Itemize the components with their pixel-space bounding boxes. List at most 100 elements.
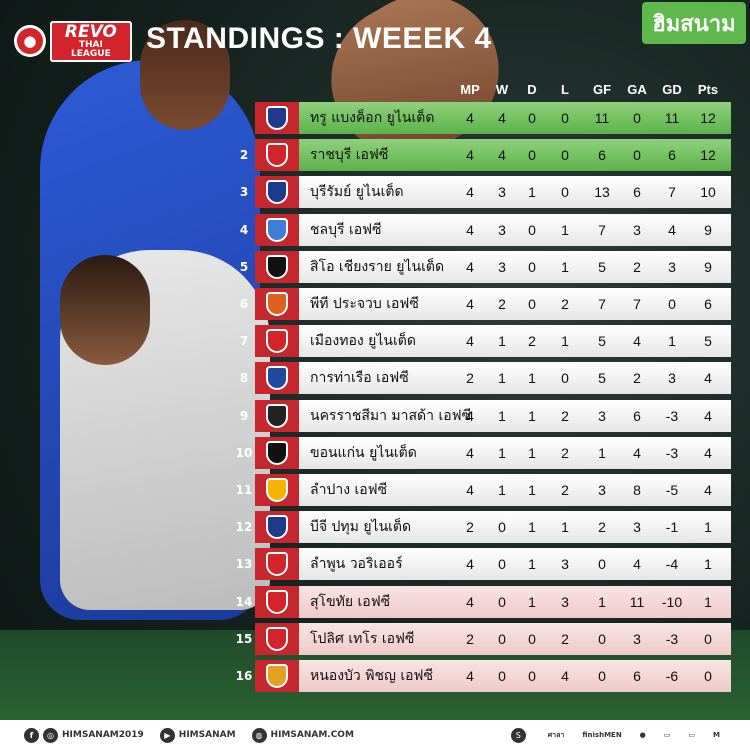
cell-pts: 5 [704,333,712,350]
column-header-gd: GD [662,82,682,97]
row-rank: 10 [235,445,253,460]
row-rank [236,101,252,135]
team-crest-icon [266,106,288,130]
row-bar [299,176,731,209]
cell-pts: 12 [700,147,716,164]
row-rank: 6 [239,297,249,311]
globe-icon: ◍ [251,727,267,743]
cell-ga: 4 [633,333,641,350]
team-name: สุโขทัย เอฟซี [310,593,391,610]
sponsor-1: ศาลา [547,730,565,739]
row-bar [299,139,731,172]
cell-gd: 6 [668,147,676,164]
cell-gf: 5 [598,258,606,275]
cell-pts: 4 [704,407,712,424]
logo-brand: REVO [64,21,117,42]
footer-youtube[interactable]: ▶ HIMSANAM [159,727,236,743]
footer-website[interactable]: ◍ HIMSANAM.COM [251,727,354,743]
table-row: 9 นครราชสีมา มาสด้า เอฟซี 4 1 1 2 3 6 -3 4 [236,399,731,433]
cell-pts: 4 [704,444,712,461]
cell-ga: 0 [633,110,641,126]
cell-gf: 0 [598,668,606,684]
table-row: 3 บุรีรัมย์ ยูไนเต็ด 4 3 1 0 13 6 7 10 [236,175,731,209]
row-bar [299,325,731,358]
team-name: หนองบัว พิชญ เอฟซี [310,668,433,684]
cell-pts: 0 [704,668,712,684]
cell-gf: 6 [598,147,606,164]
team-crest-badge [255,139,299,172]
cell-gd: -3 [665,407,679,424]
cell-ga: 6 [633,184,641,201]
cell-w: 0 [498,556,506,573]
facebook-icon: f [24,727,39,743]
team-crest-icon [266,143,288,168]
cell-d: 1 [528,444,536,461]
row-bar [299,660,731,692]
cell-gd: 7 [668,184,676,201]
table-row: 14 สุโขทัย เอฟซี 4 0 1 3 1 11 -10 1 [236,585,731,619]
footer-handle-1: HIMSANAM2019 [62,730,144,740]
cell-w: 1 [498,370,506,387]
sponsor-6-icon: Ⅿ [713,731,720,739]
sponsor-logos: S ศาลา finishMEN ● ▭ ▭ Ⅿ [510,720,720,750]
table-row: 5 สิโอ เชียงราย ยูไนเต็ด 4 3 0 1 5 2 3 9 [236,250,731,284]
team-crest-badge [255,399,299,432]
team-crest-icon [266,217,288,242]
row-rank: 7 [239,334,249,349]
cell-pts: 1 [704,556,712,573]
footer-website-text: HIMSANAM.COM [270,730,354,740]
column-header-gf: GF [592,82,612,97]
cell-w: 0 [498,630,506,647]
cell-gd: 3 [668,258,676,275]
table-row: 16 หนองบัว พิชญ เอฟซี 4 0 0 4 0 6 -6 0 [236,659,731,693]
cell-d: 2 [528,333,536,350]
row-rank: 14 [235,594,253,609]
cell-w: 1 [498,407,506,424]
cell-ga: 3 [633,221,641,238]
league-logo: ● REVO THAI LEAGUE [14,20,132,62]
team-crest-icon [266,180,288,205]
cell-d: 0 [528,221,536,238]
table-row: 4 ชลบุรี เอฟซี 4 3 0 1 7 3 4 9 [236,213,731,247]
cell-w: 1 [498,333,506,350]
cell-ga: 3 [633,519,641,536]
team-name: ขอนแก่น ยูไนเต็ด [310,444,417,461]
footer-facebook[interactable]: f ◎ HIMSANAM2019 [24,727,144,743]
cell-ga: 3 [633,630,641,647]
cell-mp: 2 [466,519,474,536]
youtube-icon: ▶ [159,727,175,743]
cell-ga: 0 [633,147,641,164]
cell-gf: 1 [598,593,606,610]
sponsor-4-icon: ▭ [663,731,671,739]
cell-pts: 9 [704,221,712,238]
table-row: 12 บีจี ปทุม ยูไนเต็ด 2 0 1 1 2 3 -1 1 [236,510,731,544]
cell-mp: 4 [466,184,474,201]
table-row: 10 ขอนแก่น ยูไนเต็ด 4 1 1 2 1 4 -3 4 [236,436,731,470]
cell-l: 0 [561,184,569,201]
team-name: บุรีรัมย์ ยูไนเต็ด [310,184,404,201]
team-crest-icon [266,403,288,428]
cell-gd: 11 [664,110,680,126]
sponsor-2: finishMEN [582,731,622,739]
row-rank: 12 [235,520,253,535]
team-crest-badge [255,325,299,358]
cell-d: 1 [528,519,536,536]
page-title: STANDINGS : WEEEK 4 [146,22,492,55]
table-header: MP W D L GF GA GD Pts [452,82,734,100]
cell-l: 4 [561,668,569,684]
footer-bar: f ◎ HIMSANAM2019 ▶ HIMSANAM ◍ HIMSANAM.C… [0,720,750,750]
team-name: เมืองทอง ยูไนเต็ด [310,333,416,350]
cell-ga: 11 [629,593,645,610]
row-bar [299,585,731,618]
team-crest-badge [255,474,299,506]
team-crest-icon [266,329,288,354]
cell-mp: 4 [466,407,474,424]
league-logo-icon: ● [14,25,46,57]
team-name: ทรู แบงค็อก ยูไนเต็ด [310,110,435,126]
row-bar [299,436,731,469]
site-brand-logo: ฮิมสนาม [642,2,746,44]
team-crest-icon [266,478,288,502]
cell-d: 1 [528,593,536,610]
team-crest-icon [266,254,288,279]
team-crest-badge [255,362,299,395]
